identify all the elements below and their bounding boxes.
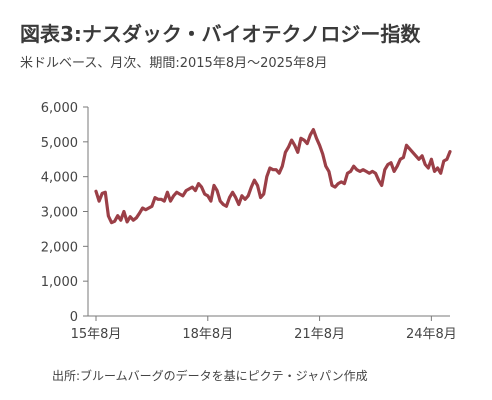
chart-title: 図表3:ナスダック・バイオテクノロジー指数	[20, 22, 421, 46]
y-tick-label: 1,000	[41, 275, 78, 290]
y-tick-label: 6,000	[41, 101, 78, 116]
chart-subtitle: 米ドルベース、月次、期間:2015年8月〜2025年8月	[20, 56, 328, 71]
series-line	[94, 128, 452, 225]
source-note: 出所:ブルームバーグのデータを基にピクテ・ジャパン作成	[52, 369, 368, 383]
y-tick-label: 0	[70, 310, 78, 325]
x-tick-label: 24年8月	[406, 327, 457, 342]
y-tick-label: 5,000	[41, 136, 78, 151]
y-tick-label: 3,000	[41, 206, 78, 221]
x-tick-label: 21年8月	[294, 327, 345, 342]
y-tick-label: 2,000	[41, 240, 78, 255]
x-tick-label: 15年8月	[71, 327, 122, 342]
y-tick-label: 4,000	[41, 171, 78, 186]
x-tick-label: 18年8月	[182, 327, 233, 342]
